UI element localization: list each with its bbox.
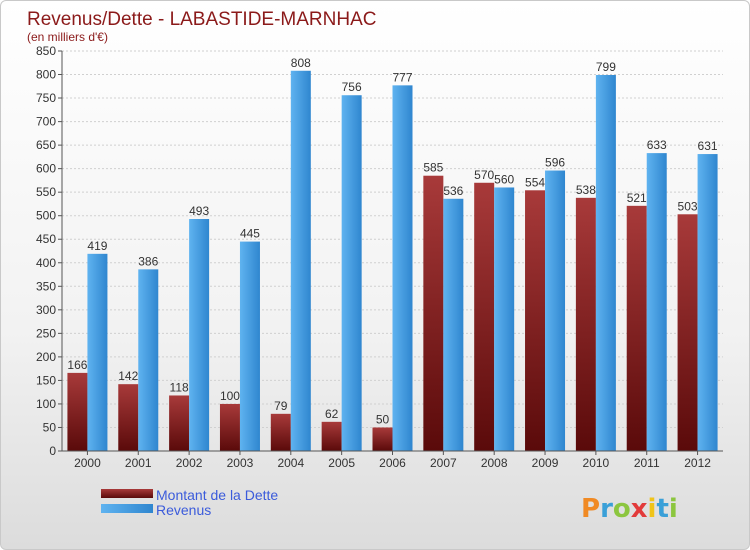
bar-revenue (138, 269, 159, 451)
bar-revenue (87, 253, 108, 451)
bar-debt (525, 190, 546, 451)
bar-revenue (189, 219, 210, 451)
data-label-revenue: 633 (647, 138, 667, 152)
data-label-revenue: 493 (189, 204, 209, 218)
y-tick-label: 250 (36, 326, 56, 340)
svg-text:Proxiti: Proxiti (581, 494, 678, 524)
y-tick-label: 350 (36, 279, 56, 293)
data-label-debt: 62 (325, 407, 339, 421)
x-tick-label: 2003 (227, 456, 254, 470)
bar-revenue (646, 153, 667, 451)
bar-debt (270, 413, 291, 451)
y-tick-label: 400 (36, 256, 56, 270)
data-label-revenue: 560 (494, 172, 514, 186)
bar-revenue (239, 241, 260, 451)
bar-debt (372, 427, 393, 451)
x-tick-label: 2002 (176, 456, 203, 470)
legend-swatch-revenue (101, 504, 153, 513)
y-tick-label: 600 (36, 162, 56, 176)
bar-debt (677, 214, 698, 451)
bar-revenue (697, 154, 718, 451)
bar-revenue (290, 70, 311, 451)
bar-debt (219, 403, 240, 451)
y-tick-label: 200 (36, 350, 56, 364)
y-tick-label: 800 (36, 68, 56, 82)
x-tick-label: 2000 (74, 456, 101, 470)
x-tick-label: 2009 (532, 456, 559, 470)
x-tick-label: 2012 (684, 456, 711, 470)
bar-debt (67, 372, 88, 451)
legend: Montant de la Dette Revenus (101, 487, 278, 518)
data-label-debt: 570 (474, 168, 494, 182)
data-label-revenue: 596 (545, 156, 565, 170)
bar-debt (169, 395, 190, 451)
data-label-revenue: 631 (698, 139, 718, 153)
chart-title: Revenus/Dette - LABASTIDE-MARNHAC (27, 9, 377, 30)
bar-debt (575, 197, 596, 451)
data-label-revenue: 799 (596, 60, 616, 74)
y-tick-label: 750 (36, 91, 56, 105)
data-label-debt: 118 (170, 380, 189, 394)
y-tick-label: 650 (36, 138, 56, 152)
bar-revenue (443, 198, 464, 451)
y-tick-label: 500 (36, 209, 56, 223)
y-tick-label: 100 (36, 397, 56, 411)
bar-revenue (494, 187, 515, 451)
data-label-debt: 503 (678, 199, 698, 213)
data-label-revenue: 445 (240, 227, 260, 241)
data-label-debt: 50 (376, 412, 390, 426)
y-tick-label: 0 (49, 444, 56, 458)
y-tick-label: 50 (43, 420, 57, 434)
legend-label-debt: Montant de la Dette (156, 487, 278, 503)
data-label-debt: 521 (627, 191, 647, 205)
data-label-revenue: 756 (342, 80, 362, 94)
legend-swatch-debt (101, 489, 153, 498)
data-label-debt: 538 (576, 183, 596, 197)
x-tick-label: 2004 (277, 456, 304, 470)
y-tick-label: 850 (36, 44, 56, 58)
y-axis: 0 50 100 150 200 250 300 350 400 450 500 550 600 650 7… (36, 44, 63, 458)
x-tick-label: 2010 (583, 456, 610, 470)
data-label-debt: 554 (525, 175, 545, 189)
x-tick-label: 2008 (481, 456, 508, 470)
data-label-debt: 142 (118, 369, 138, 383)
data-label-debt: 166 (67, 358, 87, 372)
bar-debt (626, 205, 647, 451)
chart-subtitle: (en milliers d'€) (27, 30, 108, 44)
x-tick-label: 2007 (430, 456, 457, 470)
bar-debt (118, 384, 139, 451)
x-tick-label: 2011 (634, 456, 660, 470)
data-label-revenue: 536 (443, 184, 463, 198)
data-label-debt: 585 (423, 161, 443, 175)
data-label-debt: 79 (274, 399, 288, 413)
y-tick-label: 450 (36, 232, 56, 246)
bar-debt (423, 175, 444, 452)
data-label-revenue: 386 (138, 254, 158, 268)
data-label-revenue: 419 (87, 239, 107, 253)
bar-revenue (595, 75, 616, 451)
y-tick-label: 550 (36, 185, 56, 199)
data-label-revenue: 808 (291, 56, 311, 70)
x-axis: 2000 2001 2002 2003 2004 2005 2006 2007 2008 2009… (62, 450, 723, 470)
legend-label-revenue: Revenus (156, 502, 211, 518)
y-tick-label: 300 (36, 303, 56, 317)
x-tick-label: 2006 (379, 456, 406, 470)
x-tick-label: 2001 (125, 456, 152, 470)
y-tick-label: 700 (36, 115, 56, 129)
y-tick-label: 150 (36, 373, 56, 387)
proxiti-logo: Proxiti (581, 494, 678, 524)
bars-group: 166 419 142 386 118 493 100 445 79 808 62 756 50 777 5… (67, 56, 718, 452)
data-label-revenue: 777 (392, 70, 412, 84)
data-label-debt: 100 (220, 389, 240, 403)
bar-revenue (341, 95, 362, 451)
bar-debt (321, 421, 342, 451)
bar-revenue (545, 170, 566, 451)
x-tick-label: 2005 (328, 456, 355, 470)
bar-revenue (392, 85, 413, 452)
bar-debt (474, 182, 495, 451)
